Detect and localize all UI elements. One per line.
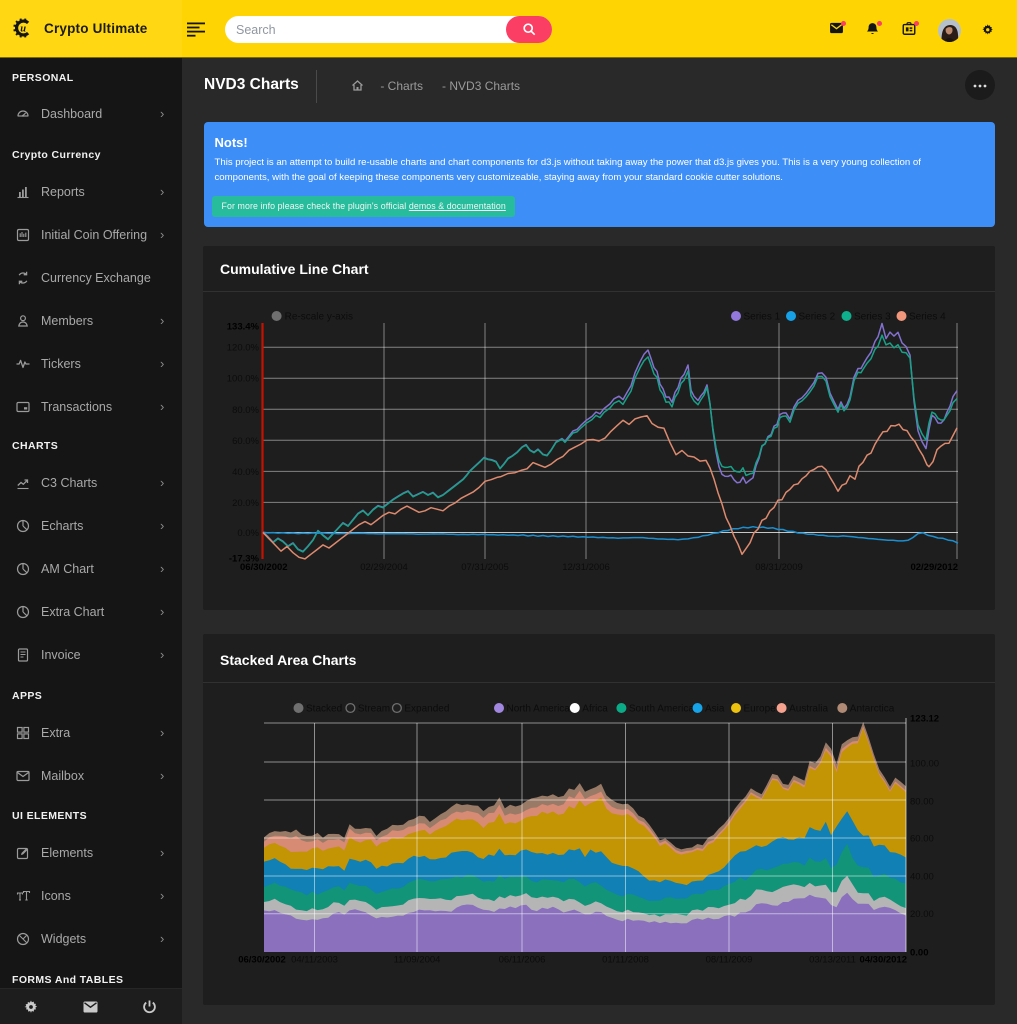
svg-text:04/11/2003: 04/11/2003 — [291, 955, 338, 966]
svg-text:100.00: 100.00 — [910, 759, 939, 770]
svg-text:01/11/2008: 01/11/2008 — [602, 955, 649, 966]
svg-text:04/30/2012: 04/30/2012 — [859, 955, 907, 966]
svg-text:20.00: 20.00 — [910, 909, 934, 920]
svg-text:Australia: Australia — [789, 704, 828, 715]
svg-text:u: u — [20, 24, 26, 35]
svg-text:Expanded: Expanded — [404, 704, 449, 715]
svg-text:-17.3%: -17.3% — [229, 554, 260, 565]
svg-text:20.0%: 20.0% — [232, 498, 259, 509]
svg-text:Antarctica: Antarctica — [850, 704, 895, 715]
svg-text:07/31/2005: 07/31/2005 — [461, 562, 509, 573]
svg-text:Asia: Asia — [705, 704, 725, 715]
svg-text:08/31/2009: 08/31/2009 — [755, 562, 803, 573]
svg-text:02/29/2012: 02/29/2012 — [910, 562, 958, 573]
svg-text:60.00: 60.00 — [910, 834, 934, 845]
svg-text:South America: South America — [629, 704, 694, 715]
svg-text:40.00: 40.00 — [910, 872, 934, 883]
svg-text:North America: North America — [507, 704, 571, 715]
svg-text:11/09/2004: 11/09/2004 — [394, 955, 441, 966]
svg-text:06/30/2002: 06/30/2002 — [238, 955, 286, 966]
svg-text:80.00: 80.00 — [910, 797, 934, 808]
svg-text:0.0%: 0.0% — [237, 528, 259, 539]
svg-text:123.12: 123.12 — [910, 714, 939, 725]
svg-text:Series 2: Series 2 — [799, 312, 836, 323]
svg-text:06/11/2006: 06/11/2006 — [499, 955, 546, 966]
svg-text:Re-scale y-axis: Re-scale y-axis — [285, 312, 353, 323]
svg-text:40.0%: 40.0% — [232, 467, 259, 478]
svg-text:08/11/2009: 08/11/2009 — [706, 955, 753, 966]
svg-text:12/31/2006: 12/31/2006 — [562, 562, 610, 573]
svg-text:02/29/2004: 02/29/2004 — [360, 562, 408, 573]
svg-text:120.0%: 120.0% — [227, 343, 260, 354]
svg-text:Stream: Stream — [358, 704, 390, 715]
svg-text:60.0%: 60.0% — [232, 436, 259, 447]
svg-text:80.0%: 80.0% — [232, 405, 259, 416]
svg-text:06/30/2002: 06/30/2002 — [240, 562, 288, 573]
svg-text:100.0%: 100.0% — [227, 374, 260, 385]
svg-text:Africa: Africa — [582, 704, 608, 715]
svg-text:133.4%: 133.4% — [227, 322, 260, 333]
svg-text:Europe: Europe — [744, 704, 777, 715]
svg-text:Series 4: Series 4 — [909, 312, 946, 323]
svg-text:0.00: 0.00 — [910, 948, 929, 959]
svg-text:Stacked: Stacked — [306, 704, 342, 715]
svg-text:03/13/2011: 03/13/2011 — [809, 955, 856, 966]
svg-text:Series 1: Series 1 — [744, 312, 781, 323]
svg-text:Series 3: Series 3 — [854, 312, 891, 323]
